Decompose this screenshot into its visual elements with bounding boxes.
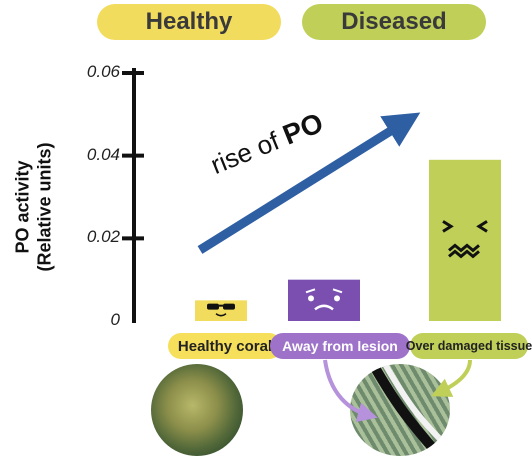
bar-1 [195,300,247,321]
y-tick-label: 0.02 [86,227,120,247]
category-label-healthy-coral: Healthy coral [168,333,282,359]
y-tick-label: 0.06 [86,62,120,81]
bar-rect [429,159,501,321]
worried-face-icon [305,288,343,311]
diseased-group-header: Diseased [302,4,486,40]
healthy-group-header: Healthy [97,4,281,40]
sick-face-icon [442,220,488,259]
bar-2 [288,279,360,321]
bar-rect [288,279,360,321]
y-tick-label: 0.04 [86,144,120,164]
bar-rect [195,300,247,321]
category-label-over-damaged-tissue: Over damaged tissue [406,333,532,359]
rise-arrow [197,112,421,254]
healthy-coral-photo [151,364,243,456]
y-tick-label: 0 [110,310,120,329]
category-label-away-from-lesion: Away from lesion [270,333,410,359]
diseased-coral-photo [350,364,450,456]
bar-3 [429,159,501,321]
sunglasses-face-icon [207,303,235,317]
